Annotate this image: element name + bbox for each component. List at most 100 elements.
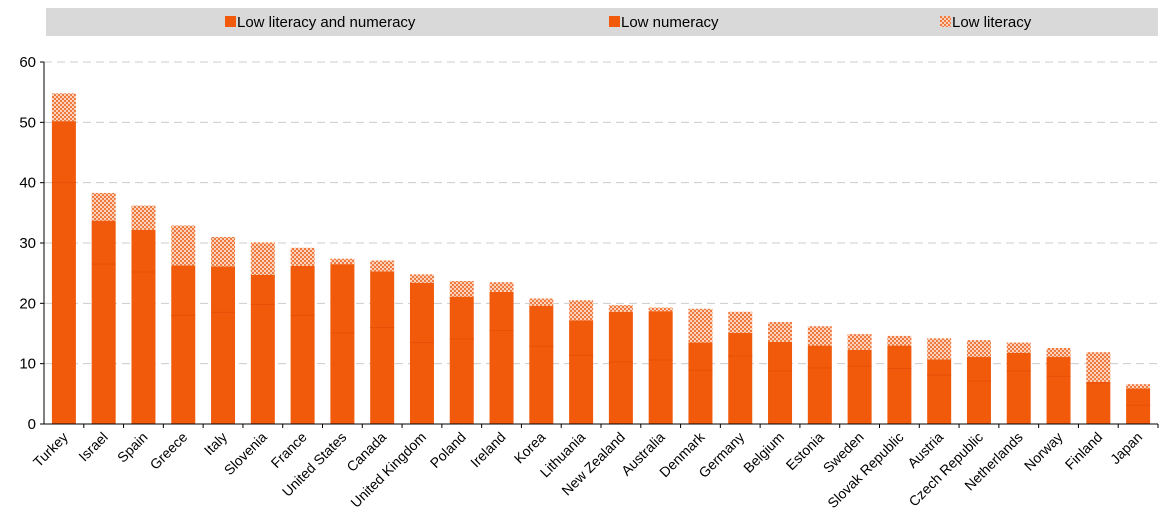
bar-segment-low-literacy-and-numeracy bbox=[1006, 370, 1031, 424]
bar-segment-low-literacy bbox=[728, 311, 753, 333]
bar-segment-low-literacy bbox=[91, 192, 116, 221]
bar-segment-low-literacy bbox=[688, 308, 713, 343]
bar-segment-low-numeracy bbox=[688, 342, 713, 371]
bar-segment-low-numeracy bbox=[330, 264, 355, 333]
bar-segment-low-literacy-and-numeracy bbox=[290, 315, 315, 424]
bar-segment-low-numeracy bbox=[489, 291, 514, 331]
bar-segment-low-numeracy bbox=[847, 349, 872, 367]
x-tick-label: Japan bbox=[1107, 429, 1145, 467]
x-tick-label: Poland bbox=[427, 429, 469, 471]
bar-segment-low-literacy-and-numeracy bbox=[1046, 376, 1071, 424]
bar-group bbox=[489, 282, 514, 424]
x-tick-label: Slovenia bbox=[221, 429, 270, 478]
bar-segment-low-literacy bbox=[927, 338, 952, 360]
bar-group bbox=[449, 281, 474, 424]
bar-group bbox=[807, 326, 832, 424]
x-tick-label: Italy bbox=[201, 429, 230, 458]
bar-segment-low-literacy-and-numeracy bbox=[1126, 405, 1151, 424]
bar-segment-low-numeracy bbox=[1126, 388, 1151, 406]
x-tick-label: Norway bbox=[1021, 429, 1066, 474]
x-tick-label: Finland bbox=[1062, 429, 1106, 473]
bars bbox=[51, 93, 1151, 424]
bar-segment-low-numeracy bbox=[1046, 357, 1071, 377]
bar-segment-low-literacy-and-numeracy bbox=[250, 304, 275, 424]
bar-group bbox=[330, 258, 355, 424]
y-tick-label: 10 bbox=[19, 356, 36, 373]
bar-group bbox=[569, 300, 594, 424]
bar-segment-low-numeracy bbox=[290, 265, 315, 316]
bar-segment-low-numeracy bbox=[250, 274, 275, 305]
bar-group bbox=[688, 308, 713, 424]
bar-segment-low-literacy bbox=[290, 247, 315, 266]
legend-label: Low literacy and numeracy bbox=[237, 14, 416, 31]
bar-segment-low-literacy-and-numeracy bbox=[847, 366, 872, 424]
legend-label: Low literacy bbox=[952, 14, 1032, 31]
bar-segment-low-literacy-and-numeracy bbox=[131, 271, 156, 424]
x-tick-label: Korea bbox=[511, 429, 549, 467]
bar-segment-low-literacy bbox=[131, 205, 156, 230]
legend-swatch bbox=[940, 16, 951, 27]
bar-segment-low-numeracy bbox=[728, 332, 753, 356]
bar-segment-low-numeracy bbox=[887, 345, 912, 369]
bar-segment-low-literacy bbox=[489, 282, 514, 292]
bar-group bbox=[966, 340, 991, 424]
y-tick-label: 0 bbox=[28, 416, 36, 433]
legend-label: Low numeracy bbox=[621, 14, 719, 31]
bar-group bbox=[648, 307, 673, 424]
bar-segment-low-literacy-and-numeracy bbox=[489, 330, 514, 424]
bar-segment-low-numeracy bbox=[131, 229, 156, 272]
bar-segment-low-literacy bbox=[887, 335, 912, 346]
bar-segment-low-literacy bbox=[1046, 347, 1071, 358]
bar-group bbox=[91, 192, 116, 424]
bar-segment-low-literacy-and-numeracy bbox=[728, 355, 753, 424]
x-tick-label: Israel bbox=[75, 429, 111, 465]
legend-swatch bbox=[225, 16, 236, 27]
bar-segment-low-literacy-and-numeracy bbox=[807, 367, 832, 424]
bar-group bbox=[370, 260, 395, 424]
x-tick-label: Ireland bbox=[467, 429, 509, 471]
bar-segment-low-literacy-and-numeracy bbox=[569, 355, 594, 424]
bar-segment-low-numeracy bbox=[370, 271, 395, 328]
bar-segment-low-literacy bbox=[768, 322, 793, 342]
bar-segment-low-literacy-and-numeracy bbox=[409, 342, 434, 424]
bar-group bbox=[887, 335, 912, 424]
bar-segment-low-literacy bbox=[330, 258, 355, 265]
legend-swatch bbox=[609, 16, 620, 27]
bar-segment-low-literacy-and-numeracy bbox=[91, 264, 116, 424]
bar-segment-low-literacy-and-numeracy bbox=[966, 381, 991, 424]
bar-segment-low-numeracy bbox=[409, 282, 434, 343]
bar-segment-low-numeracy bbox=[91, 220, 116, 265]
bar-segment-low-numeracy bbox=[529, 305, 554, 347]
y-tick-label: 40 bbox=[19, 175, 36, 192]
bar-segment-low-literacy bbox=[409, 274, 434, 283]
bar-group bbox=[927, 338, 952, 424]
bar-segment-low-numeracy bbox=[569, 320, 594, 356]
bar-segment-low-literacy bbox=[569, 300, 594, 321]
bar-segment-low-literacy bbox=[966, 340, 991, 358]
bar-segment-low-numeracy bbox=[449, 296, 474, 339]
bar-group bbox=[847, 334, 872, 424]
bar-group bbox=[171, 225, 196, 424]
bar-segment-low-numeracy bbox=[608, 311, 633, 362]
bar-segment-low-literacy bbox=[250, 242, 275, 275]
bar-segment-low-literacy-and-numeracy bbox=[51, 182, 76, 424]
bar-segment-low-literacy-and-numeracy bbox=[1086, 382, 1111, 424]
bar-segment-low-numeracy bbox=[171, 265, 196, 316]
bar-segment-low-literacy bbox=[171, 225, 196, 266]
bar-segment-low-literacy bbox=[807, 326, 832, 346]
bar-group bbox=[250, 242, 275, 424]
legend: Low literacy and numeracy Low numeracy Low… bbox=[46, 8, 1158, 36]
bar-segment-low-numeracy bbox=[966, 357, 991, 382]
bar-segment-low-numeracy bbox=[927, 359, 952, 376]
bar-group bbox=[1126, 384, 1151, 424]
bar-segment-low-numeracy bbox=[807, 345, 832, 368]
bar-segment-low-literacy bbox=[1086, 352, 1111, 382]
bar-group bbox=[409, 274, 434, 424]
y-tick-label: 20 bbox=[19, 295, 36, 312]
bar-segment-low-numeracy bbox=[211, 266, 236, 313]
bar-segment-low-numeracy bbox=[51, 121, 76, 183]
bar-segment-low-literacy-and-numeracy bbox=[370, 327, 395, 424]
bar-group bbox=[768, 322, 793, 424]
bar-segment-low-literacy-and-numeracy bbox=[211, 312, 236, 424]
